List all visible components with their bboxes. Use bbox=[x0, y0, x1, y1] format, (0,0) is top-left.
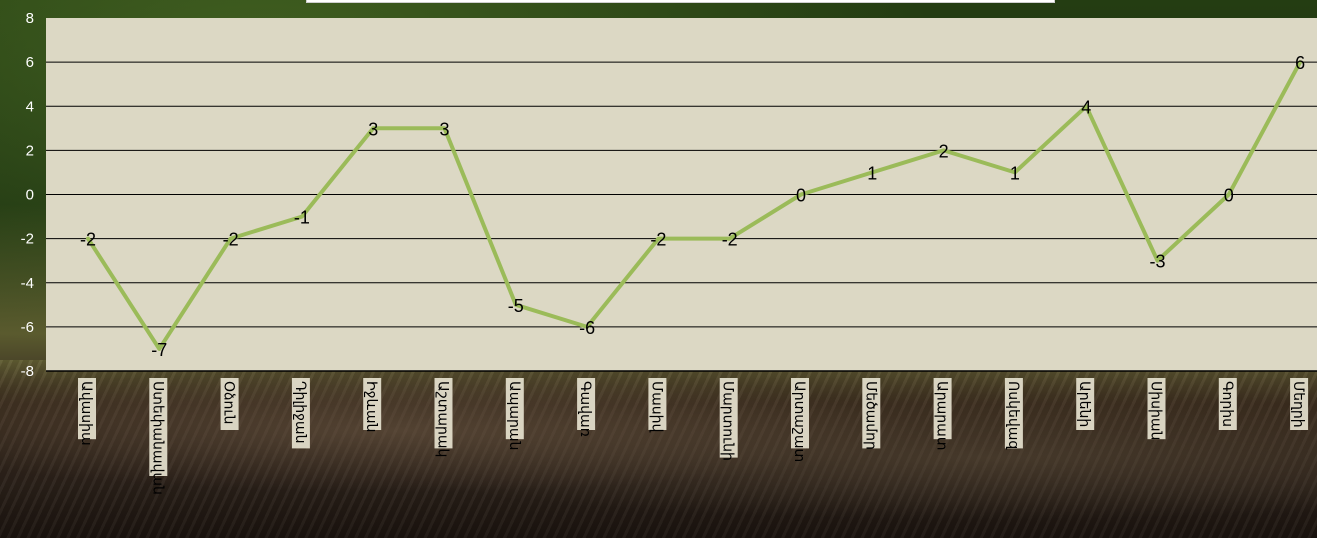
data-label: 1 bbox=[1010, 163, 1020, 183]
data-label: 3 bbox=[368, 119, 378, 139]
y-tick-label: 8 bbox=[26, 10, 34, 27]
y-tick-label: -6 bbox=[21, 319, 34, 336]
x-category-label-background bbox=[149, 378, 168, 476]
x-category-label-text: Դիլիջան bbox=[292, 381, 308, 443]
x-category-label-background bbox=[434, 378, 453, 449]
y-tick-label: -8 bbox=[21, 363, 34, 380]
x-category-label-text: Մարտունի bbox=[720, 381, 736, 461]
x-category-label: Մասիվ bbox=[648, 378, 667, 433]
x-category-label-text: Գավառ bbox=[577, 381, 593, 437]
x-category-label-background bbox=[933, 378, 952, 440]
x-category-label: Իջևան bbox=[363, 378, 382, 432]
x-category-label: Դիլիջան bbox=[291, 378, 310, 449]
x-axis-category-labels: Ավասիա Ստեփանավան Օձուն Դիլիջան Իջևան Աշտարակ… bbox=[78, 378, 1309, 495]
chart-title-box bbox=[306, 0, 1055, 3]
x-category-label-background bbox=[220, 378, 239, 430]
x-category-label-background bbox=[1004, 378, 1023, 449]
y-tick-label: 4 bbox=[26, 98, 34, 115]
y-axis-tick-labels: 8 6 4 2 0 -2 -4 -6 -8 bbox=[21, 10, 34, 380]
x-category-label-background bbox=[791, 378, 809, 449]
data-label: 1 bbox=[867, 163, 877, 183]
x-category-label: Արտաշատ bbox=[791, 378, 809, 462]
y-tick-label: 2 bbox=[26, 142, 34, 159]
x-category-label: Օձուն bbox=[220, 378, 239, 430]
x-category-label-background bbox=[505, 378, 524, 440]
data-label: 4 bbox=[1081, 97, 1091, 117]
x-category-label-text: Արենի bbox=[1076, 381, 1092, 427]
x-category-label: Մեծամոր bbox=[862, 378, 881, 450]
data-label: 0 bbox=[796, 186, 806, 206]
x-category-label-text: Ոսկեվազ bbox=[1005, 381, 1021, 450]
x-category-label-text: Գորիս bbox=[1219, 381, 1235, 427]
x-category-label-background bbox=[862, 378, 881, 449]
y-tick-label: -4 bbox=[21, 275, 34, 292]
x-category-label: Ստեփանավան bbox=[149, 378, 168, 495]
x-category-label: Աշտարակ bbox=[434, 378, 453, 457]
x-category-label-text: Մեղրի bbox=[1290, 381, 1306, 428]
x-category-label: Մարտունի bbox=[719, 378, 738, 461]
x-category-label: Գորիս bbox=[1218, 378, 1237, 430]
series-line bbox=[86, 60, 1303, 351]
data-label: -5 bbox=[508, 296, 524, 316]
x-category-label-text: Մասիվ bbox=[648, 381, 664, 433]
x-category-label-text: Օձուն bbox=[221, 381, 237, 424]
x-category-label-text: Ստեփանավան bbox=[149, 381, 165, 495]
data-label: 6 bbox=[1295, 53, 1305, 73]
x-category-label-background bbox=[1218, 378, 1237, 430]
y-tick-label: 6 bbox=[26, 54, 34, 71]
x-category-label: Ավասիա bbox=[78, 378, 96, 446]
x-category-label: Ապարան bbox=[505, 378, 524, 450]
data-labels: -2 -7 -2 -1 3 3 -5 -6 -2 -2 0 1 2 1 4 -3 0 6 bbox=[80, 53, 1305, 360]
x-category-label-text: Իջևան bbox=[363, 381, 379, 432]
data-label: -6 bbox=[579, 318, 595, 338]
y-tick-label: 0 bbox=[26, 187, 34, 204]
data-label: -2 bbox=[223, 230, 239, 250]
data-label: 3 bbox=[439, 119, 449, 139]
x-category-label-background bbox=[719, 378, 738, 458]
x-category-label: Մեղրի bbox=[1290, 378, 1309, 430]
x-category-label-background bbox=[1076, 378, 1095, 430]
x-category-label-text: Արարատ bbox=[934, 381, 950, 450]
x-category-label-background bbox=[577, 378, 596, 430]
y-tick-label: -2 bbox=[21, 231, 34, 248]
x-category-label-background bbox=[291, 378, 310, 449]
x-category-label-background bbox=[78, 378, 96, 440]
x-category-label: Արենի bbox=[1076, 378, 1095, 430]
x-category-label-text: Աշտարակ bbox=[435, 381, 451, 457]
x-category-label: Արարատ bbox=[933, 378, 952, 450]
x-category-label: Գավառ bbox=[577, 378, 596, 437]
x-category-label-background bbox=[1147, 378, 1166, 440]
x-category-label-background bbox=[1290, 378, 1309, 430]
x-category-label: Ոսկեվազ bbox=[1004, 378, 1023, 450]
x-category-label-text: Ապարան bbox=[506, 381, 522, 450]
x-category-label-background bbox=[648, 378, 667, 430]
x-category-label-text: Սիսիան bbox=[1148, 381, 1164, 440]
data-label: -2 bbox=[650, 230, 666, 250]
data-label: -2 bbox=[722, 230, 738, 250]
data-label: -2 bbox=[80, 230, 96, 250]
x-category-label-background bbox=[363, 378, 382, 430]
data-label: -3 bbox=[1149, 252, 1165, 272]
data-label: -7 bbox=[151, 340, 167, 360]
x-category-label-text: Արտաշատ bbox=[791, 381, 807, 462]
data-label: -1 bbox=[294, 208, 310, 228]
x-category-label: Սիսիան bbox=[1147, 378, 1166, 440]
x-category-label-text: Մեծամոր bbox=[862, 381, 878, 450]
data-label: 0 bbox=[1224, 186, 1234, 206]
x-category-label-text: Ավասիա bbox=[78, 381, 94, 446]
data-label: 2 bbox=[939, 141, 949, 161]
